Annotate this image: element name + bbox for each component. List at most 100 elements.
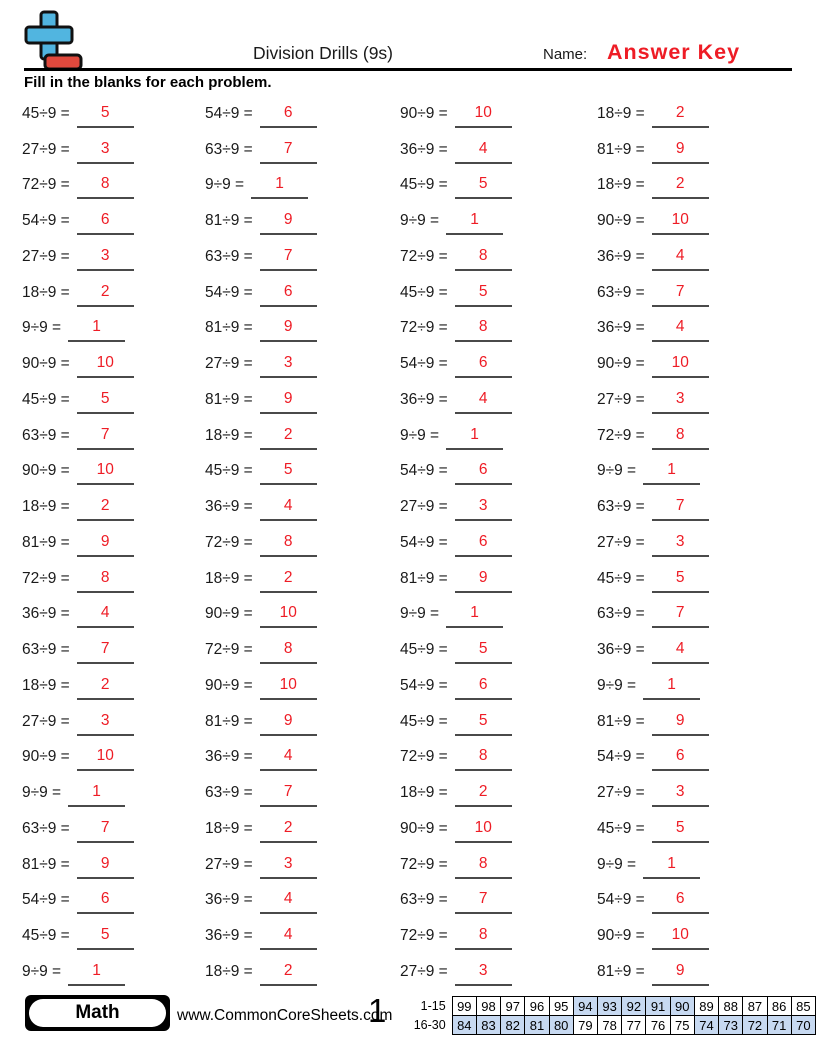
answer-value: 7 xyxy=(100,640,110,658)
grading-score-cell: 75 xyxy=(669,1015,695,1035)
answer-value: 9 xyxy=(283,389,293,407)
problem-item: 9÷9 = 1 xyxy=(22,954,208,990)
problem-expression: 27÷9 = xyxy=(22,140,70,158)
answer-value: 8 xyxy=(478,854,488,872)
answer-value: 1 xyxy=(667,675,676,693)
grading-score-cell: 94 xyxy=(572,996,599,1016)
problem-item: 63÷9 = 7 xyxy=(597,275,783,311)
grading-score-cell: 92 xyxy=(621,996,647,1016)
problem-item: 81÷9 = 9 xyxy=(205,382,391,418)
answer-value: 2 xyxy=(100,497,110,515)
answer-line: 1 xyxy=(643,457,701,486)
problem-expression: 36÷9 = xyxy=(597,247,645,265)
problem-expression: 9÷9 = xyxy=(22,962,62,980)
grading-score-cell: 82 xyxy=(500,1015,526,1035)
answer-line: 1 xyxy=(446,422,504,450)
answer-value: 8 xyxy=(675,425,685,443)
answer-line: 9 xyxy=(454,565,512,593)
answer-line: 10 xyxy=(76,350,134,379)
problem-item: 18÷9 = 2 xyxy=(597,168,783,204)
problem-item: 45÷9 = 5 xyxy=(22,918,208,954)
problem-expression: 90÷9 = xyxy=(597,927,645,945)
answer-line: 10 xyxy=(651,922,709,951)
answer-line: 3 xyxy=(259,851,317,879)
problem-expression: 81÷9 = xyxy=(597,140,645,158)
answer-value: 9 xyxy=(283,711,293,729)
subject-badge: Math xyxy=(25,995,170,1031)
problem-expression: 54÷9 = xyxy=(400,462,448,480)
answer-value: 3 xyxy=(100,139,110,157)
answer-line: 6 xyxy=(454,457,512,486)
header-divider xyxy=(24,68,792,71)
answer-key-text: Answer Key xyxy=(607,40,741,64)
problem-expression: 54÷9 = xyxy=(400,533,448,551)
grading-score-cell: 96 xyxy=(524,996,550,1016)
answer-line: 8 xyxy=(454,743,512,772)
answer-line: 2 xyxy=(76,672,134,700)
grading-row-label: 16-30 xyxy=(413,1018,446,1032)
subject-label: Math xyxy=(29,999,166,1027)
problem-item: 18÷9 = 2 xyxy=(400,775,586,811)
problem-expression: 90÷9 = xyxy=(400,104,448,122)
answer-value: 3 xyxy=(283,354,293,372)
problem-item: 45÷9 = 5 xyxy=(22,382,208,418)
grading-score-cell: 84 xyxy=(451,1015,477,1035)
problem-item: 36÷9 = 4 xyxy=(597,632,783,668)
answer-line: 8 xyxy=(454,922,512,951)
answer-line: 5 xyxy=(651,815,709,843)
problem-item: 72÷9 = 8 xyxy=(400,740,586,776)
problem-expression: 9÷9 = xyxy=(400,426,440,444)
problem-item: 90÷9 = 10 xyxy=(22,740,208,776)
problem-expression: 36÷9 = xyxy=(205,891,253,909)
answer-value: 4 xyxy=(283,890,293,908)
answer-value: 6 xyxy=(675,747,685,765)
problem-item: 81÷9 = 9 xyxy=(205,704,391,740)
answer-value: 10 xyxy=(279,675,297,693)
problem-expression: 54÷9 = xyxy=(22,891,70,909)
problem-item: 9÷9 = 1 xyxy=(400,203,586,239)
answer-line: 4 xyxy=(454,386,512,414)
answer-value: 10 xyxy=(96,747,114,765)
problem-expression: 54÷9 = xyxy=(597,891,645,909)
answer-line: 3 xyxy=(76,708,134,736)
problem-item: 54÷9 = 6 xyxy=(22,203,208,239)
answer-value: 7 xyxy=(100,818,110,836)
answer-value: 8 xyxy=(100,568,110,586)
problem-item: 81÷9 = 9 xyxy=(400,561,586,597)
problem-expression: 90÷9 = xyxy=(22,462,70,480)
answer-line: 7 xyxy=(651,279,709,307)
answer-line: 5 xyxy=(454,279,512,307)
problem-item: 9÷9 = 1 xyxy=(205,168,391,204)
grading-row: 16-30 84 83 82 81 80 79 78 77 76 75 74 73 72 71 70 xyxy=(403,1015,816,1035)
answer-line: 4 xyxy=(454,136,512,164)
answer-line: 2 xyxy=(454,779,512,808)
problem-expression: 63÷9 = xyxy=(400,891,448,909)
problem-expression: 27÷9 = xyxy=(597,784,645,802)
answer-line: 4 xyxy=(259,743,317,772)
answer-line: 6 xyxy=(259,100,317,128)
problem-expression: 18÷9 = xyxy=(22,676,70,694)
answer-value: 10 xyxy=(279,604,297,622)
answer-line: 9 xyxy=(259,314,317,343)
answer-value: 6 xyxy=(100,890,110,908)
problem-item: 63÷9 = 7 xyxy=(22,418,208,454)
grading-score-cell: 99 xyxy=(451,996,477,1016)
problem-expression: 18÷9 = xyxy=(597,104,645,122)
answer-line: 7 xyxy=(76,815,134,843)
problem-expression: 36÷9 = xyxy=(205,927,253,945)
answer-line: 6 xyxy=(454,529,512,557)
answer-line: 9 xyxy=(76,529,134,557)
problem-expression: 63÷9 = xyxy=(597,605,645,623)
problem-item: 9÷9 = 1 xyxy=(597,668,783,704)
problem-item: 90÷9 = 10 xyxy=(205,668,391,704)
problem-expression: 9÷9 = xyxy=(22,319,62,337)
answer-line: 3 xyxy=(651,386,709,414)
grading-score-cell: 85 xyxy=(790,996,816,1016)
grading-row: 1-15 99 98 97 96 95 94 93 92 91 90 89 88 87 86 85 xyxy=(403,996,816,1016)
grading-score-cell: 76 xyxy=(645,1015,671,1035)
problem-item: 9÷9 = 1 xyxy=(400,418,586,454)
problem-item: 81÷9 = 9 xyxy=(22,525,208,561)
answer-value: 6 xyxy=(675,890,685,908)
answer-value: 9 xyxy=(100,854,110,872)
